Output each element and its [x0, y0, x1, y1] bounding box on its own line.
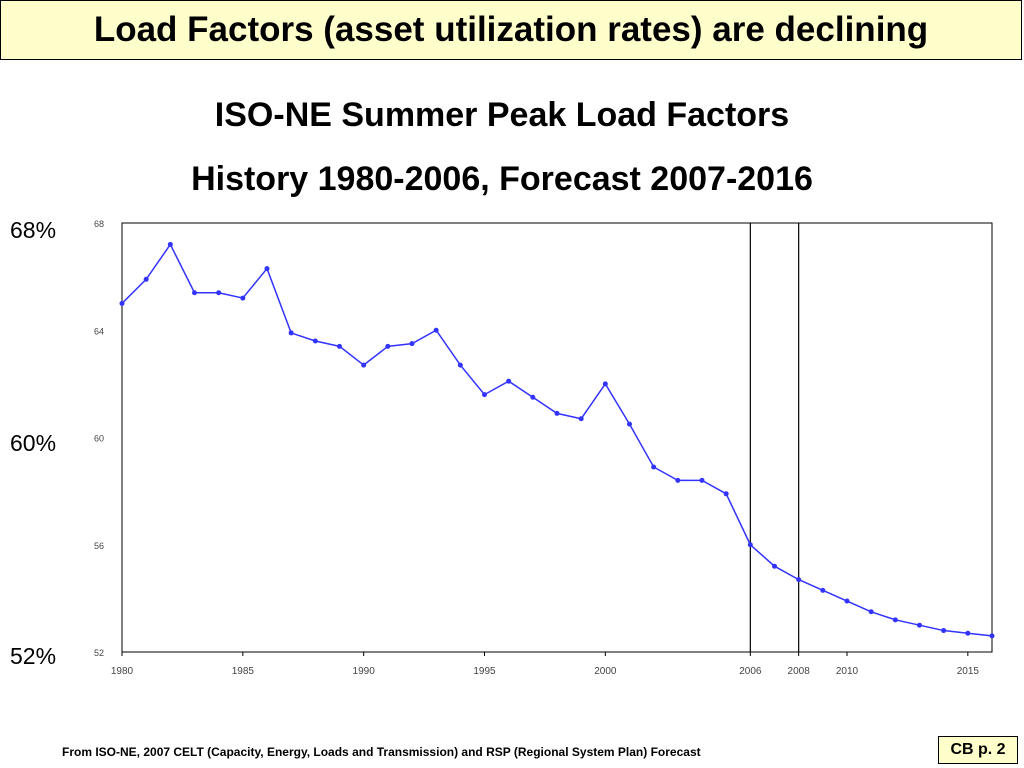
x-tick-label: 2015: [957, 666, 980, 677]
data-point: [457, 362, 463, 368]
data-point: [167, 241, 173, 247]
data-point: [409, 341, 415, 347]
data-point: [796, 577, 802, 583]
slide-title: Load Factors (asset utilization rates) a…: [0, 0, 1022, 60]
side-label-52: 52%: [10, 643, 57, 669]
data-point: [482, 392, 487, 398]
y-tick-label: 60: [94, 434, 104, 444]
plot-frame: [121, 222, 993, 653]
data-point: [433, 327, 439, 333]
y-tick-label: 56: [94, 541, 104, 551]
series-line: [121, 242, 993, 637]
data-point: [844, 598, 850, 604]
side-label-68: 68%: [10, 217, 57, 243]
data-point: [651, 464, 657, 470]
data-point: [506, 378, 512, 384]
data-point: [602, 381, 608, 387]
x-tick-label: 2010: [836, 666, 859, 677]
x-tick-label: 2006: [739, 666, 762, 677]
data-point: [747, 542, 753, 548]
data-point: [965, 630, 971, 636]
data-point: [361, 362, 367, 368]
data-point: [892, 617, 898, 623]
data-point: [312, 338, 318, 344]
data-point: [216, 290, 222, 296]
y-tick-label: 68: [94, 219, 104, 229]
y-tick-label: 52: [94, 648, 104, 658]
x-tick-label: 1995: [473, 666, 496, 677]
data-point: [288, 330, 294, 336]
data-point: [143, 276, 149, 282]
chart-title: ISO-NE Summer Peak Load Factors: [214, 96, 790, 134]
data-point: [675, 477, 681, 483]
data-point: [337, 343, 342, 349]
data-point: [578, 416, 584, 422]
x-tick-label: 1980: [111, 666, 134, 677]
data-point: [699, 477, 705, 483]
data-point: [530, 394, 536, 400]
data-point: [917, 622, 922, 628]
y-tick-label: 64: [94, 326, 104, 336]
data-point: [989, 633, 995, 639]
page-badge: CB p. 2: [938, 736, 1018, 764]
data-point: [868, 609, 874, 615]
x-tick-label: 2008: [788, 666, 811, 677]
side-label-60: 60%: [10, 430, 57, 456]
x-tick-label: 1990: [353, 666, 376, 677]
data-point: [772, 563, 777, 569]
data-point: [192, 290, 197, 296]
data-point: [264, 266, 270, 272]
data-point: [554, 410, 560, 416]
data-point: [941, 628, 947, 634]
chart-subtitle: History 1980-2006, Forecast 2007-2016: [191, 160, 813, 198]
source-footnote: From ISO-NE, 2007 CELT (Capacity, Energy…: [62, 745, 701, 759]
x-tick-label: 1985: [232, 666, 255, 677]
data-point: [385, 343, 391, 349]
data-point: [240, 295, 246, 301]
data-point: [723, 491, 729, 497]
data-point: [627, 421, 632, 427]
data-point: [820, 587, 826, 593]
x-tick-label: 2000: [594, 666, 617, 677]
data-point: [119, 300, 125, 306]
